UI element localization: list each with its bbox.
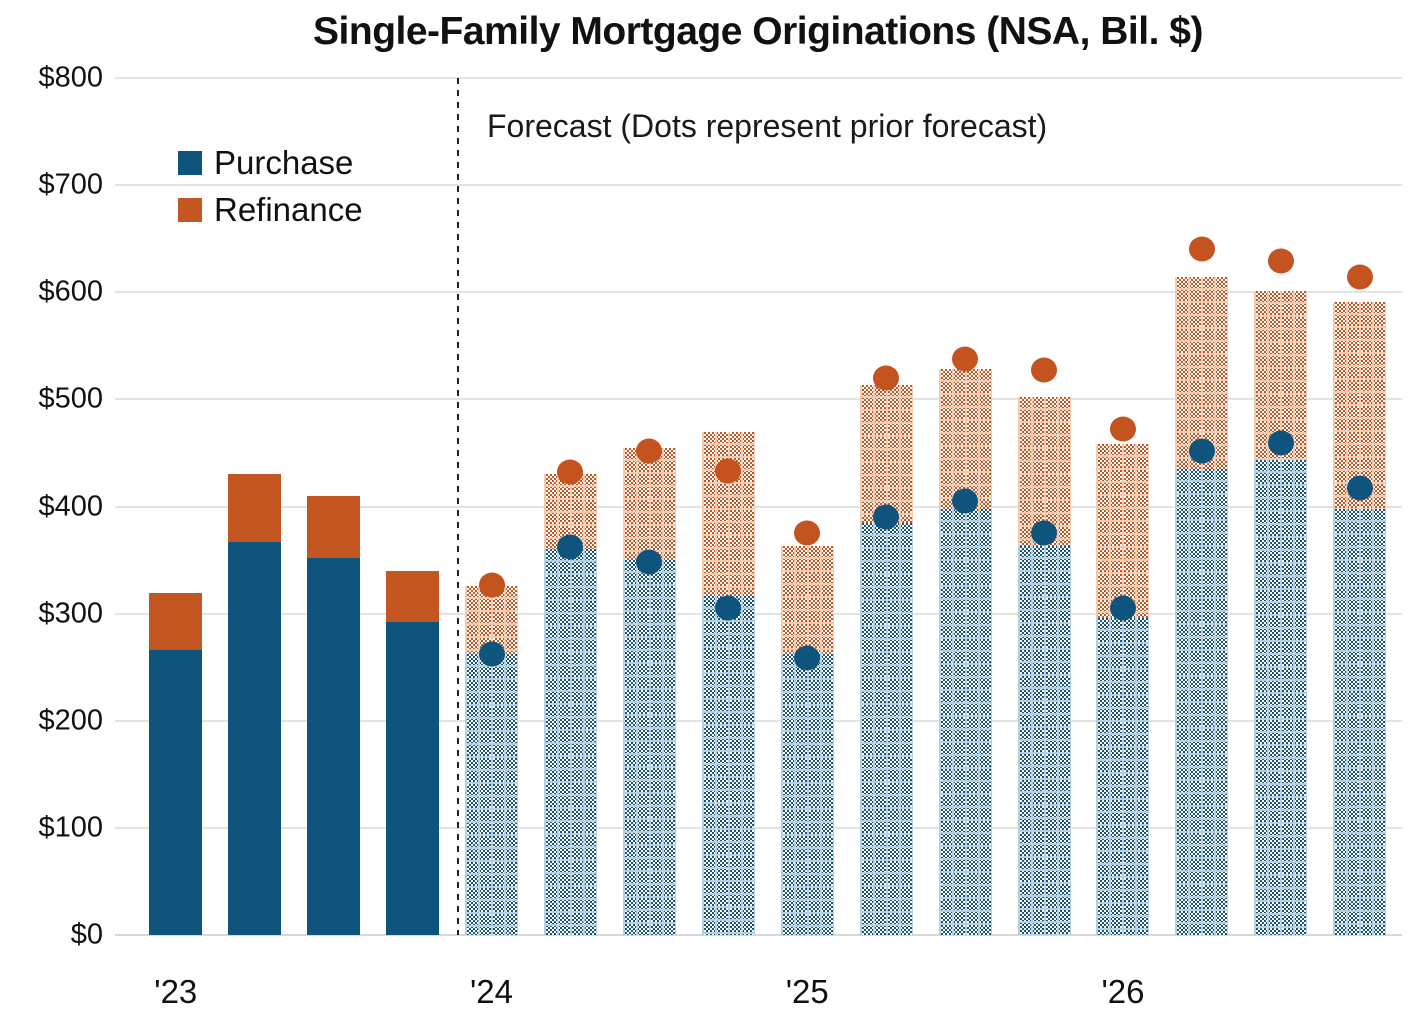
y-tick-label: $700 xyxy=(38,168,103,201)
refinance-segment-'25-Q1 xyxy=(780,546,834,655)
prior-total-dot-'25-Q1 xyxy=(794,520,821,546)
purchase-segment-'24-Q1 xyxy=(465,654,519,935)
y-tick-label: $400 xyxy=(38,490,103,522)
gridline-0 xyxy=(115,934,1402,936)
refinance-segment-'24-Q3 xyxy=(622,447,676,561)
prior-purchase-dot-'26-Q3 xyxy=(1267,430,1294,456)
y-tick-label: $500 xyxy=(38,382,103,415)
purchase-segment-'23-Q3 xyxy=(307,557,361,935)
prior-purchase-dot-'26-Q4 xyxy=(1346,475,1373,501)
prior-total-dot-'26-Q2 xyxy=(1188,236,1215,262)
prior-purchase-dot-'26-Q2 xyxy=(1188,438,1215,464)
prior-total-dot-'24-Q3 xyxy=(636,438,663,464)
prior-purchase-dot-'26-Q1 xyxy=(1109,595,1136,621)
purchase-segment-'23-Q2 xyxy=(228,541,282,935)
gridline-200 xyxy=(115,719,1402,722)
prior-total-dot-'26-Q3 xyxy=(1267,248,1294,274)
chart-title: Single-Family Mortgage Originations (NSA… xyxy=(313,10,1203,53)
refinance-segment-'26-Q1 xyxy=(1096,444,1150,618)
y-tick-label: $800 xyxy=(38,61,103,94)
y-tick-label: $0 xyxy=(70,918,103,951)
legend-item-purchase: Purchase xyxy=(178,146,363,180)
refinance-segment-'23-Q3 xyxy=(307,495,361,558)
refinance-segment-'24-Q4 xyxy=(701,431,755,597)
gridline-400 xyxy=(115,505,1402,508)
prior-purchase-dot-'25-Q1 xyxy=(794,645,821,671)
purchase-segment-'25-Q2 xyxy=(859,522,913,935)
prior-total-dot-'24-Q1 xyxy=(478,572,505,598)
prior-total-dot-'25-Q4 xyxy=(1031,357,1058,383)
prior-purchase-dot-'25-Q3 xyxy=(952,488,979,514)
prior-total-dot-'25-Q3 xyxy=(952,346,979,372)
legend: Purchase Refinance xyxy=(178,146,363,240)
purchase-segment-'26-Q1 xyxy=(1096,617,1150,935)
purchase-segment-'26-Q2 xyxy=(1175,469,1229,935)
purchase-segment-'23-Q4 xyxy=(386,622,440,935)
purchase-swatch-icon xyxy=(178,151,202,175)
x-year-label-23: '23 xyxy=(154,973,198,1010)
purchase-segment-'24-Q2 xyxy=(543,549,597,935)
y-tick-label: $100 xyxy=(38,811,103,844)
prior-purchase-dot-'24-Q1 xyxy=(478,641,505,667)
gridline-600 xyxy=(115,291,1402,294)
legend-item-refinance: Refinance xyxy=(178,193,363,227)
gridline-500 xyxy=(115,398,1402,401)
purchase-segment-'23-Q1 xyxy=(149,650,203,935)
x-year-label-25: '25 xyxy=(785,973,829,1010)
purchase-segment-'24-Q4 xyxy=(701,596,755,935)
refinance-segment-'25-Q3 xyxy=(938,369,992,509)
refinance-segment-'25-Q2 xyxy=(859,385,913,523)
y-tick-label: $600 xyxy=(38,275,103,308)
purchase-segment-'26-Q3 xyxy=(1254,460,1308,935)
purchase-segment-'25-Q4 xyxy=(1017,546,1071,935)
purchase-segment-'26-Q4 xyxy=(1333,508,1387,935)
gridline-700 xyxy=(115,184,1402,187)
prior-purchase-dot-'24-Q3 xyxy=(636,549,663,575)
x-year-label-24: '24 xyxy=(470,973,514,1010)
gridline-100 xyxy=(115,826,1402,829)
refinance-segment-'23-Q4 xyxy=(386,570,440,623)
prior-purchase-dot-'24-Q4 xyxy=(715,595,742,621)
legend-label-refinance: Refinance xyxy=(214,191,363,228)
y-tick-label: $300 xyxy=(38,597,103,630)
refinance-segment-'26-Q2 xyxy=(1175,277,1229,469)
forecast-separator-line xyxy=(457,78,459,935)
refinance-segment-'23-Q2 xyxy=(228,474,282,542)
prior-purchase-dot-'25-Q4 xyxy=(1031,520,1058,546)
prior-total-dot-'26-Q4 xyxy=(1346,264,1373,290)
x-year-label-26: '26 xyxy=(1101,973,1145,1010)
prior-total-dot-'24-Q2 xyxy=(557,459,584,485)
prior-purchase-dot-'24-Q2 xyxy=(557,534,584,560)
legend-label-purchase: Purchase xyxy=(214,144,354,181)
purchase-segment-'25-Q3 xyxy=(938,508,992,935)
forecast-annotation: Forecast (Dots represent prior forecast) xyxy=(487,108,1048,144)
prior-total-dot-'24-Q4 xyxy=(715,458,742,484)
y-tick-label: $200 xyxy=(38,704,103,737)
prior-total-dot-'26-Q1 xyxy=(1109,416,1136,442)
refinance-segment-'23-Q1 xyxy=(149,593,203,651)
refinance-segment-'26-Q4 xyxy=(1333,301,1387,509)
prior-total-dot-'25-Q2 xyxy=(873,365,900,391)
gridline-300 xyxy=(115,612,1402,615)
gridline-800 xyxy=(115,77,1402,79)
purchase-segment-'24-Q3 xyxy=(622,560,676,935)
purchase-segment-'25-Q1 xyxy=(780,654,834,935)
prior-purchase-dot-'25-Q2 xyxy=(873,504,900,530)
refinance-swatch-icon xyxy=(178,198,202,222)
